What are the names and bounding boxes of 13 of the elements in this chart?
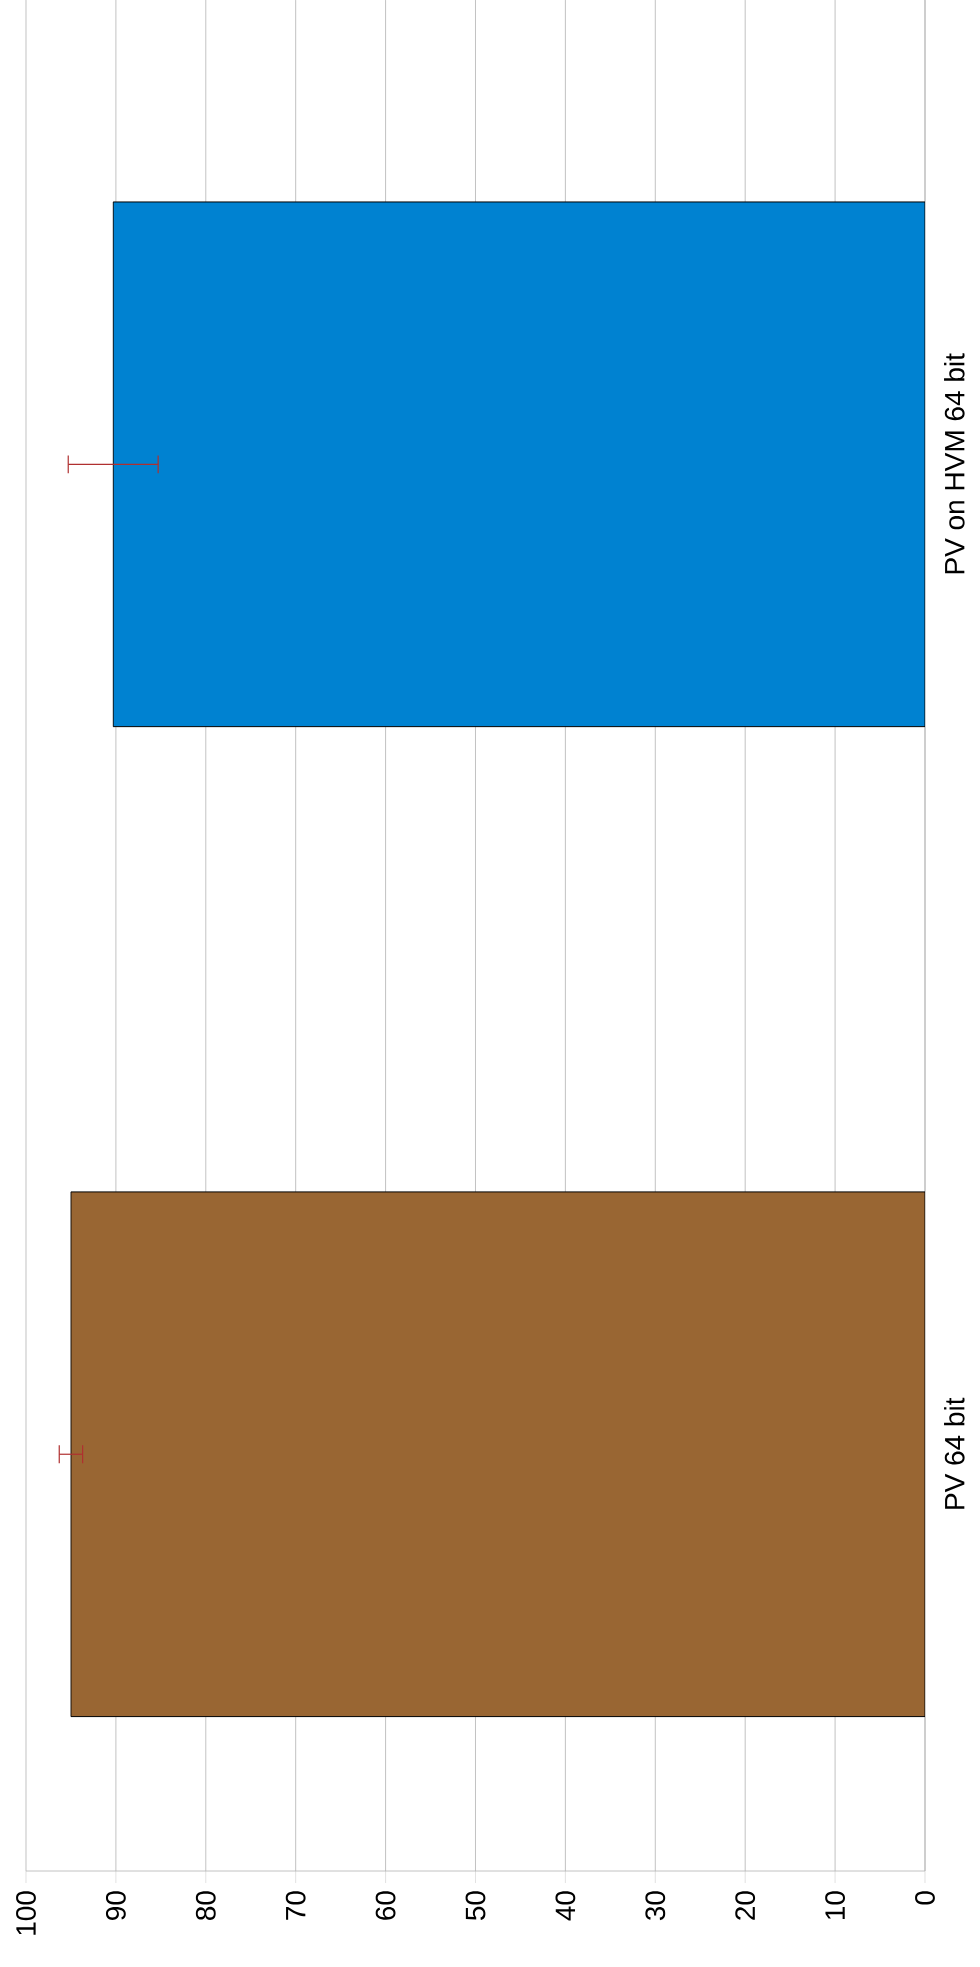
x-tick-label: 80 [195,1891,216,1920]
x-tick-label: 20 [735,1891,756,1920]
y-tick-label: PV 64 bit [944,1397,965,1509]
x-tick-label: 30 [645,1891,666,1921]
x-tick-label: 40 [555,1891,576,1921]
x-tick-label: 10 [825,1891,845,1920]
x-tick-label: 70 [285,1891,306,1920]
x-tick-label: 0 [915,1891,935,1905]
x-tick-label: 60 [375,1891,396,1920]
x-tick-label: 100 [16,1891,36,1935]
x-tick-label: 90 [105,1891,126,1920]
x-tick-label: 50 [465,1891,486,1921]
y-tick-label: PV on HVM 64 bit [944,353,965,574]
